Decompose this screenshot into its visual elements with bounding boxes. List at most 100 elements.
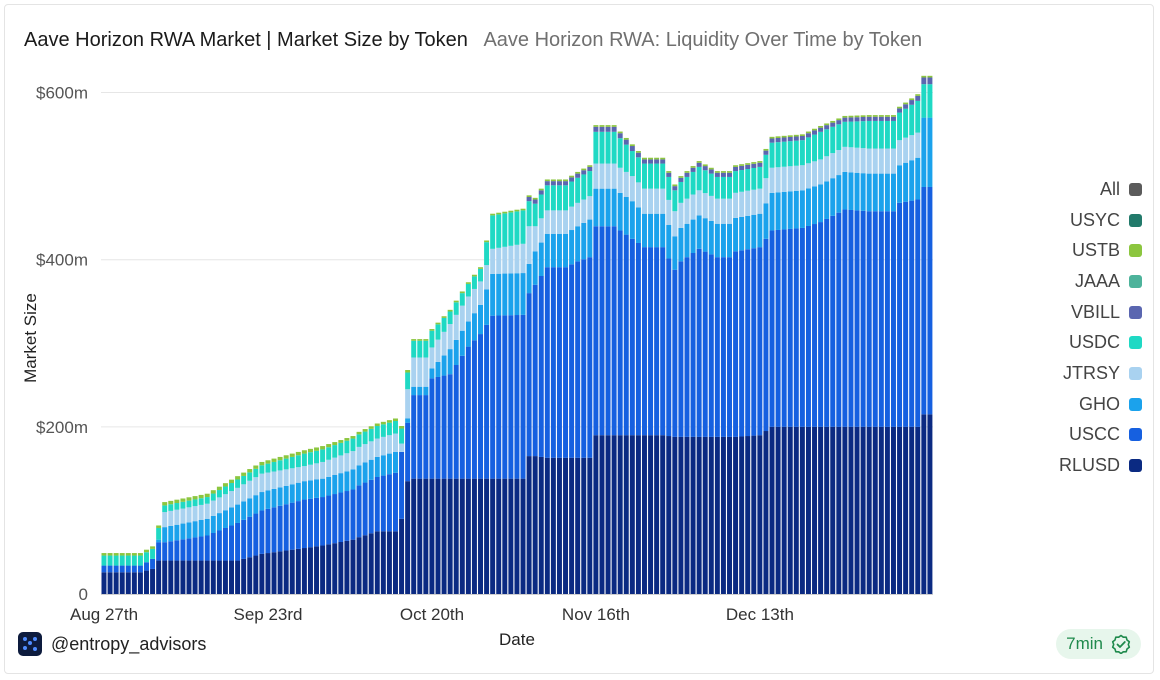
bar-segment-uscc[interactable]: [733, 251, 739, 437]
bar-column[interactable]: [301, 450, 307, 594]
bar-column[interactable]: [368, 426, 374, 594]
bar-segment-ustb[interactable]: [162, 502, 168, 506]
bar-segment-jtrsy[interactable]: [642, 188, 647, 214]
bar-column[interactable]: [125, 553, 131, 594]
bar-segment-ustb[interactable]: [860, 115, 866, 117]
bar-segment-ustb[interactable]: [672, 184, 678, 187]
bar-segment-rlusd[interactable]: [332, 543, 338, 594]
bar-segment-usdc[interactable]: [660, 163, 666, 189]
bar-segment-ustb[interactable]: [204, 493, 210, 498]
bar-segment-uscc[interactable]: [757, 247, 763, 436]
bar-segment-uscc[interactable]: [350, 489, 356, 540]
bar-segment-gho[interactable]: [386, 453, 392, 475]
bar-segment-rlusd[interactable]: [733, 436, 739, 594]
bar-segment-ustb[interactable]: [866, 115, 872, 117]
bar-segment-rlusd[interactable]: [314, 546, 320, 594]
bar-column[interactable]: [921, 75, 927, 594]
bar-segment-usdc[interactable]: [235, 479, 241, 488]
bar-segment-ustb[interactable]: [690, 166, 696, 168]
bar-column[interactable]: [447, 309, 453, 594]
bar-column[interactable]: [417, 339, 423, 594]
bar-segment-usdc[interactable]: [368, 428, 374, 442]
bar-segment-vbill[interactable]: [635, 152, 641, 158]
bar-segment-gho[interactable]: [289, 484, 295, 503]
bar-segment-usdc[interactable]: [848, 121, 854, 148]
bar-segment-uscc[interactable]: [629, 238, 635, 436]
bar-segment-vbill[interactable]: [745, 164, 751, 170]
bar-segment-uscc[interactable]: [174, 540, 180, 561]
bar-segment-jtrsy[interactable]: [478, 281, 483, 305]
bar-segment-ustb[interactable]: [399, 426, 405, 429]
bar-segment-ustb[interactable]: [362, 429, 368, 432]
bar-segment-jtrsy[interactable]: [702, 193, 708, 219]
bar-segment-uscc[interactable]: [599, 226, 605, 436]
bar-segment-ustb[interactable]: [544, 179, 550, 182]
bar-column[interactable]: [101, 553, 107, 594]
bar-segment-rlusd[interactable]: [629, 435, 635, 594]
bar-segment-ustb[interactable]: [131, 553, 137, 556]
bar-segment-jtrsy[interactable]: [441, 331, 447, 356]
bar-segment-jtrsy[interactable]: [654, 188, 660, 214]
bar-segment-usdc[interactable]: [733, 171, 739, 193]
bar-column[interactable]: [884, 115, 890, 594]
bar-segment-ustb[interactable]: [253, 465, 259, 469]
bar-segment-jtrsy[interactable]: [866, 148, 872, 174]
bar-column[interactable]: [909, 98, 915, 594]
bar-segment-uscc[interactable]: [332, 494, 338, 544]
bar-segment-usdc[interactable]: [502, 213, 508, 247]
bar-segment-gho[interactable]: [332, 474, 338, 495]
bar-column[interactable]: [854, 115, 860, 594]
bar-segment-rlusd[interactable]: [544, 457, 550, 594]
bar-segment-rlusd[interactable]: [156, 560, 162, 594]
bar-column[interactable]: [897, 106, 903, 594]
bar-segment-gho[interactable]: [241, 501, 247, 520]
bar-segment-jtrsy[interactable]: [526, 226, 532, 264]
bar-segment-uscc[interactable]: [514, 315, 520, 479]
bar-segment-ustb[interactable]: [168, 500, 174, 505]
bar-segment-usdc[interactable]: [417, 340, 423, 358]
bar-segment-ustb[interactable]: [799, 134, 805, 136]
bar-segment-gho[interactable]: [690, 219, 696, 253]
bar-segment-rlusd[interactable]: [192, 560, 198, 594]
bar-column[interactable]: [763, 148, 769, 594]
bar-segment-rlusd[interactable]: [113, 572, 119, 594]
bar-segment-ustb[interactable]: [235, 476, 241, 480]
bar-segment-ustb[interactable]: [417, 339, 423, 341]
bar-column[interactable]: [131, 553, 137, 594]
bar-segment-uscc[interactable]: [168, 541, 174, 561]
bar-segment-ustb[interactable]: [569, 175, 575, 178]
bar-segment-gho[interactable]: [204, 518, 210, 536]
bar-segment-rlusd[interactable]: [872, 426, 878, 594]
bar-segment-gho[interactable]: [642, 213, 647, 248]
bar-segment-usdc[interactable]: [496, 214, 502, 248]
bar-segment-usdc[interactable]: [787, 141, 793, 167]
bar-segment-vbill[interactable]: [733, 166, 739, 172]
bar-segment-usdc[interactable]: [672, 190, 678, 212]
bar-segment-jtrsy[interactable]: [459, 305, 465, 331]
bar-segment-usdc[interactable]: [642, 163, 647, 189]
bar-segment-vbill[interactable]: [727, 172, 732, 177]
bar-segment-ustb[interactable]: [441, 316, 447, 318]
bar-segment-usdc[interactable]: [405, 372, 411, 390]
bar-segment-jtrsy[interactable]: [860, 148, 866, 174]
bar-segment-usdc[interactable]: [635, 157, 641, 183]
bar-segment-usdc[interactable]: [818, 131, 824, 160]
bar-segment-rlusd[interactable]: [180, 560, 186, 594]
bar-segment-uscc[interactable]: [283, 504, 289, 551]
bar-segment-gho[interactable]: [824, 181, 830, 219]
bar-segment-gho[interactable]: [362, 462, 368, 483]
bar-segment-rlusd[interactable]: [593, 435, 599, 594]
bar-segment-ustb[interactable]: [575, 171, 581, 174]
bar-column[interactable]: [878, 115, 884, 594]
bar-segment-gho[interactable]: [429, 368, 435, 379]
bar-segment-ustb[interactable]: [848, 115, 854, 118]
bar-column[interactable]: [727, 171, 732, 594]
bar-column[interactable]: [229, 479, 234, 594]
bar-segment-jtrsy[interactable]: [490, 248, 496, 274]
bar-column[interactable]: [471, 274, 477, 594]
bar-segment-ustb[interactable]: [915, 94, 921, 96]
bar-segment-ustb[interactable]: [435, 322, 441, 325]
bar-column[interactable]: [890, 115, 896, 594]
bar-segment-vbill[interactable]: [696, 162, 702, 167]
bar-column[interactable]: [550, 179, 556, 594]
